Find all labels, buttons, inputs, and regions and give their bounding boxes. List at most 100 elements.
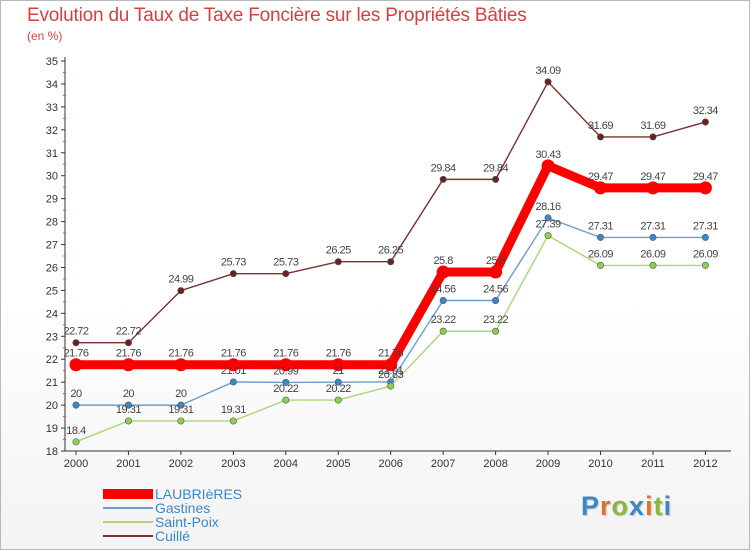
data-label: 26.09 bbox=[640, 248, 665, 260]
data-label: 21 bbox=[333, 365, 345, 377]
data-point bbox=[121, 358, 135, 372]
data-point bbox=[331, 358, 345, 372]
x-tick-label: 2006 bbox=[378, 458, 402, 470]
data-point bbox=[69, 358, 83, 372]
data-point bbox=[174, 358, 188, 372]
data-point bbox=[701, 233, 709, 241]
data-point bbox=[646, 181, 660, 195]
data-label: 23.22 bbox=[483, 314, 508, 326]
data-point bbox=[279, 358, 293, 372]
data-label: 27.31 bbox=[640, 220, 665, 232]
data-label: 25.8 bbox=[433, 255, 453, 267]
data-point bbox=[594, 181, 607, 195]
data-point bbox=[229, 378, 237, 386]
data-label: 29.84 bbox=[431, 162, 456, 174]
data-label: 24.99 bbox=[168, 274, 193, 286]
y-tick-label: 20 bbox=[46, 400, 58, 412]
data-label: 31.69 bbox=[640, 120, 665, 132]
x-tick-label: 2004 bbox=[274, 458, 298, 470]
y-tick-label: 23 bbox=[46, 331, 58, 343]
data-point bbox=[124, 401, 132, 409]
data-label: 19.31 bbox=[116, 404, 141, 416]
x-tick-label: 2011 bbox=[641, 458, 665, 470]
y-tick-label: 21 bbox=[46, 377, 58, 389]
legend-label: Gastines bbox=[155, 500, 210, 516]
x-tick-label: 2007 bbox=[431, 458, 455, 470]
x-tick-label: 2000 bbox=[64, 458, 88, 470]
series-labels: 21.76 21.76 21.76 21.76 21.76 21.76 21.76 25.8 2… bbox=[63, 65, 718, 437]
data-point bbox=[229, 417, 237, 425]
data-label: 27.31 bbox=[693, 220, 718, 232]
x-tick-label: 2001 bbox=[116, 458, 140, 470]
data-point bbox=[72, 401, 80, 409]
data-label: 29.47 bbox=[640, 171, 665, 183]
data-label: 20 bbox=[123, 388, 135, 400]
data-point bbox=[596, 261, 604, 269]
data-point bbox=[72, 339, 80, 347]
legend-label: Cuillé bbox=[155, 528, 190, 544]
data-label: 21.76 bbox=[116, 348, 141, 360]
data-point bbox=[282, 378, 290, 386]
data-point bbox=[596, 233, 604, 241]
chart-title: Evolution du Taux de Taxe Foncière sur l… bbox=[27, 5, 527, 26]
logo-letter: P bbox=[581, 491, 601, 521]
y-tick-label: 24 bbox=[46, 308, 58, 320]
data-point bbox=[282, 270, 290, 278]
data-point bbox=[492, 297, 500, 305]
data-point bbox=[701, 118, 709, 126]
logo-letter: r bbox=[600, 491, 612, 521]
data-point bbox=[596, 133, 604, 141]
data-point bbox=[72, 438, 80, 446]
data-point bbox=[384, 358, 398, 372]
y-tick-label: 30 bbox=[46, 171, 58, 183]
data-point bbox=[439, 327, 447, 335]
series-lines bbox=[69, 78, 712, 446]
y-tick-label: 31 bbox=[46, 148, 58, 160]
data-label: 22.72 bbox=[116, 326, 141, 338]
y-tick-label: 26 bbox=[46, 262, 58, 274]
logo-letter: o bbox=[611, 491, 630, 521]
data-label: 25.8 bbox=[486, 255, 506, 267]
data-point bbox=[544, 232, 552, 240]
y-tick-label: 35 bbox=[46, 56, 58, 68]
data-point bbox=[177, 287, 185, 295]
data-label: 27.39 bbox=[536, 219, 561, 231]
data-label: 26.25 bbox=[378, 245, 403, 257]
y-tick-label: 22 bbox=[46, 354, 58, 366]
data-point bbox=[124, 417, 132, 425]
data-label: 20.22 bbox=[273, 383, 298, 395]
data-label: 21.76 bbox=[221, 348, 246, 360]
data-point bbox=[541, 159, 555, 173]
data-point bbox=[701, 261, 709, 269]
data-label: 28.16 bbox=[536, 201, 561, 213]
data-point bbox=[387, 382, 395, 390]
data-point bbox=[649, 133, 657, 141]
data-label: 21.76 bbox=[273, 348, 298, 360]
data-point bbox=[439, 297, 447, 305]
data-point bbox=[334, 258, 342, 266]
data-point bbox=[544, 78, 552, 86]
data-label: 21.76 bbox=[378, 348, 403, 360]
data-label: 21.01 bbox=[378, 365, 403, 377]
data-point bbox=[492, 175, 500, 183]
y-tick-label: 18 bbox=[46, 446, 58, 458]
data-point bbox=[544, 214, 552, 222]
data-point bbox=[492, 327, 500, 335]
legend-label: LAUBRIèRES bbox=[155, 486, 242, 502]
y-tick-label: 33 bbox=[46, 102, 58, 114]
y-tick-label: 32 bbox=[46, 125, 58, 137]
data-label: 31.69 bbox=[588, 120, 613, 132]
data-label: 30.43 bbox=[536, 149, 561, 161]
data-point bbox=[436, 265, 450, 279]
data-label: 20.83 bbox=[378, 369, 403, 381]
x-tick-label: 2005 bbox=[326, 458, 350, 470]
data-label: 20.99 bbox=[273, 365, 298, 377]
y-tick-label: 28 bbox=[46, 217, 58, 229]
data-label: 24.56 bbox=[483, 284, 508, 296]
data-label: 29.47 bbox=[693, 171, 718, 183]
data-point bbox=[649, 261, 657, 269]
y-tick-label: 19 bbox=[46, 423, 58, 435]
data-label: 34.09 bbox=[536, 65, 561, 77]
